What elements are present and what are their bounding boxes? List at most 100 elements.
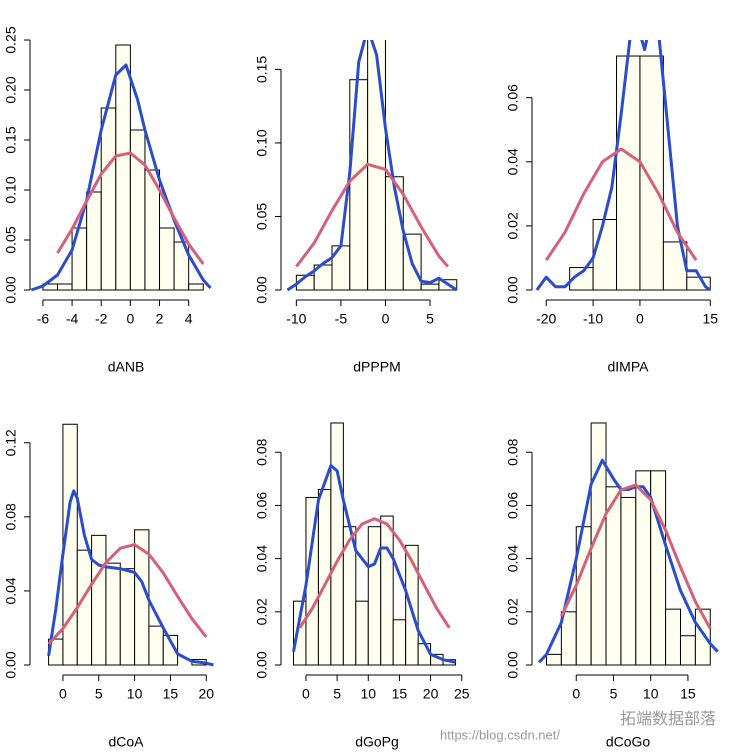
density-line — [537, 458, 719, 664]
watermark: 拓端数据部落 — [620, 710, 716, 728]
bar — [392, 619, 407, 666]
x-axis-label: dGoPg — [355, 734, 399, 750]
bar — [91, 534, 107, 666]
x-axis-label: dCoGo — [606, 734, 651, 750]
bar — [616, 55, 641, 291]
x-tick-label: 0 — [636, 311, 644, 327]
y-tick-label: 0.00 — [254, 651, 270, 678]
panel: 0.00 0.05 0.10 0.15 -10 -5 0 5 dPPPM — [254, 40, 458, 375]
panel: 0.00 0.05 0.10 0.15 0.20 0.25 -6 -4 -2 0 2 4 dANB — [3, 26, 212, 375]
y-tick-label: 0.10 — [254, 129, 270, 156]
x-tick-label: 4 — [185, 311, 193, 327]
y-tick-label: 0.08 — [3, 503, 19, 530]
y-tick-label: 0.15 — [3, 126, 19, 153]
y-tick-label: 0.04 — [505, 148, 521, 175]
y-tick-label: 0.00 — [254, 276, 270, 303]
y-tick-label: 0.00 — [3, 651, 19, 678]
bar — [417, 643, 432, 666]
density-line — [298, 517, 451, 629]
y-tick-label: 0.20 — [3, 76, 19, 103]
panel: 0.00 0.04 0.08 0.12 0 5 10 15 20 dCoA — [3, 423, 214, 750]
x-tick-label: 0 — [382, 311, 390, 327]
y-tick-label: 0.06 — [505, 84, 521, 111]
x-tick-label: 0 — [126, 311, 134, 327]
density-line — [292, 464, 456, 664]
bar — [420, 283, 440, 291]
density-line — [30, 63, 212, 292]
x-tick-label: -4 — [66, 311, 79, 327]
x-tick-label: 5 — [610, 686, 618, 702]
plot-area — [47, 423, 214, 667]
x-tick-label: -6 — [37, 311, 50, 327]
x-tick-label: 5 — [333, 686, 341, 702]
density-line — [286, 40, 458, 292]
x-tick-label: 25 — [454, 686, 470, 702]
panel: 0.00 0.02 0.04 0.06 -20 -10 0 15 dIMPA — [505, 40, 718, 375]
bar — [639, 55, 664, 291]
x-tick-label: 0 — [59, 686, 67, 702]
x-tick-label: -10 — [286, 311, 306, 327]
bar — [635, 470, 652, 666]
bar — [148, 625, 164, 666]
watermark-url: https://blog.csdn.net/ — [440, 727, 560, 742]
x-tick-label: 0 — [302, 686, 310, 702]
bar — [105, 562, 121, 666]
x-tick-label: 15 — [680, 686, 696, 702]
bar — [115, 44, 131, 291]
bar — [405, 544, 419, 666]
y-tick-label: 0.08 — [505, 438, 521, 465]
bar — [679, 635, 696, 666]
plot-area — [30, 44, 212, 292]
bar — [86, 191, 102, 291]
bar — [545, 653, 562, 666]
plot-area — [535, 40, 712, 292]
y-tick-label: 0.02 — [505, 598, 521, 625]
bar — [620, 496, 637, 666]
bar — [188, 283, 204, 291]
density-line — [295, 162, 449, 268]
y-tick-label: 0.04 — [254, 545, 270, 572]
density-line — [47, 543, 208, 646]
y-tick-label: 0.00 — [505, 276, 521, 303]
x-tick-label: -5 — [335, 311, 348, 327]
y-tick-label: 0.06 — [505, 492, 521, 519]
bar — [173, 241, 190, 291]
y-tick-label: 0.12 — [3, 429, 19, 456]
y-tick-label: 0.08 — [254, 438, 270, 465]
bar — [330, 422, 344, 666]
x-tick-label: -20 — [536, 311, 556, 327]
x-tick-label: 2 — [156, 311, 164, 327]
plot-area — [292, 422, 457, 666]
y-tick-label: 0.25 — [3, 26, 19, 53]
x-tick-label: 20 — [198, 686, 214, 702]
y-tick-label: 0.04 — [3, 577, 19, 604]
y-tick-label: 0.05 — [3, 226, 19, 253]
x-axis-label: dIMPA — [608, 359, 650, 375]
x-tick-label: 20 — [423, 686, 439, 702]
x-tick-label: 0 — [572, 686, 580, 702]
y-tick-label: 0.15 — [254, 56, 270, 83]
y-tick-label: 0.00 — [505, 651, 521, 678]
y-tick-label: 0.10 — [3, 176, 19, 203]
x-tick-label: 10 — [643, 686, 659, 702]
bar — [100, 107, 117, 291]
x-axis-label: dCoA — [108, 734, 144, 750]
bar — [560, 611, 577, 666]
y-tick-label: 0.04 — [505, 545, 521, 572]
x-tick-label: 10 — [127, 686, 143, 702]
bar — [56, 283, 73, 291]
bar — [159, 227, 175, 291]
x-tick-label: -10 — [583, 311, 603, 327]
bar — [355, 600, 369, 666]
bar — [76, 549, 93, 666]
x-tick-label: 10 — [360, 686, 376, 702]
plot-area — [286, 40, 458, 292]
bar — [380, 515, 394, 666]
panel: 0.00 0.02 0.04 0.06 0.08 0 5 10 15 dCoGo — [505, 422, 719, 750]
bar — [592, 218, 618, 291]
bar — [119, 568, 136, 666]
bar — [665, 608, 681, 666]
x-tick-label: 5 — [426, 311, 434, 327]
x-tick-label: -2 — [95, 311, 108, 327]
x-axis-label: dANB — [108, 359, 145, 375]
